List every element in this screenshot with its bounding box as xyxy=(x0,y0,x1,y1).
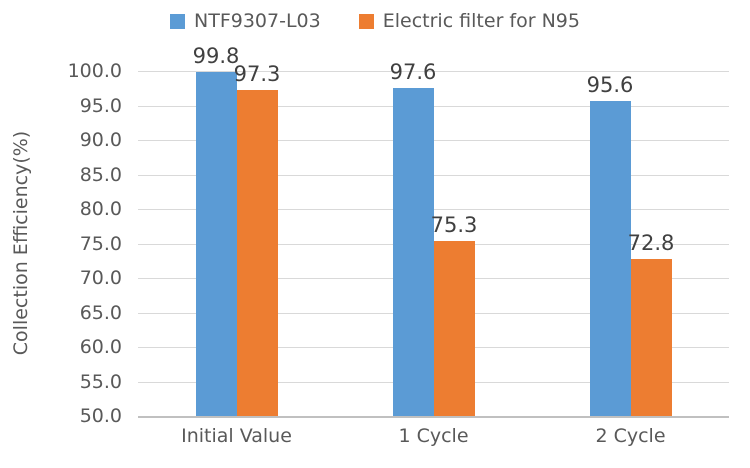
legend-swatch-blue xyxy=(170,13,185,29)
data-label-ntf9307-l03-2-cycle: 95.6 xyxy=(586,73,634,98)
bar-ntf9307-l03-1-cycle xyxy=(392,87,434,416)
legend-label-ntf9307-l03: NTF9307-L03 xyxy=(194,10,321,32)
y-tick-label-50.0: 50.0 xyxy=(79,405,122,427)
bar-ntf9307-l03-2-cycle xyxy=(589,101,631,416)
y-tick-label-100.0: 100.0 xyxy=(67,60,122,82)
gridline-85.0 xyxy=(138,174,729,176)
gridline-50.0 xyxy=(138,416,729,418)
y-tick-label-60.0: 60.0 xyxy=(79,336,122,358)
data-label-electric-filter-for-n95-1-cycle: 75.3 xyxy=(430,213,478,238)
y-tick-label-65.0: 65.0 xyxy=(79,301,122,324)
y-tick-label-85.0: 85.0 xyxy=(79,163,122,186)
y-tick-label-90.0: 90.0 xyxy=(79,129,122,151)
y-tick-label-55.0: 55.0 xyxy=(79,370,122,393)
bar-electric-filter-for-n95-1-cycle xyxy=(433,241,475,416)
bar-electric-filter-for-n95-2-cycle xyxy=(630,258,672,416)
legend-item-ntf9307-l03: NTF9307-L03 xyxy=(170,10,321,32)
x-tick-label-2-cycle: 2 Cycle xyxy=(595,425,666,447)
y-tick-label-95.0: 95.0 xyxy=(79,94,122,117)
bar-ntf9307-l03-initial-value xyxy=(195,72,237,416)
bar-electric-filter-for-n95-initial-value xyxy=(236,89,278,416)
data-label-electric-filter-for-n95-initial-value: 97.3 xyxy=(233,61,281,86)
data-label-ntf9307-l03-1-cycle: 97.6 xyxy=(389,59,437,84)
legend-swatch-orange xyxy=(358,13,374,29)
y-tick-label-75.0: 75.0 xyxy=(79,232,122,255)
y-tick-label-70.0: 70.0 xyxy=(79,267,122,289)
legend-item-electric-filter: Electric filter for N95 xyxy=(358,10,580,32)
legend-label-electric-filter: Electric filter for N95 xyxy=(382,10,580,32)
gridline-95.0 xyxy=(138,105,729,107)
x-tick-label-1-cycle: 1 Cycle xyxy=(398,425,469,447)
x-tick-label-initial-value: Initial Value xyxy=(181,425,292,447)
gridline-90.0 xyxy=(138,140,729,141)
x-axis-ticks: Initial Value 1 Cycle 2 Cycle xyxy=(138,425,729,455)
data-label-electric-filter-for-n95-2-cycle: 72.8 xyxy=(627,230,675,255)
legend: NTF9307-L03 Electric filter for N95 xyxy=(0,10,750,32)
plot-area: 99.8 97.3 97.6 75.3 95.6 72.8 xyxy=(138,44,729,418)
y-axis-ticks: 100.0 95.0 90.0 85.0 80.0 75.0 70.0 65.0 60.0 55.… xyxy=(0,60,122,427)
gridline-80.0 xyxy=(138,209,729,210)
gridline-100.0 xyxy=(138,71,729,72)
data-label-ntf9307-l03-initial-value: 99.8 xyxy=(192,44,240,69)
y-tick-label-80.0: 80.0 xyxy=(79,198,122,220)
